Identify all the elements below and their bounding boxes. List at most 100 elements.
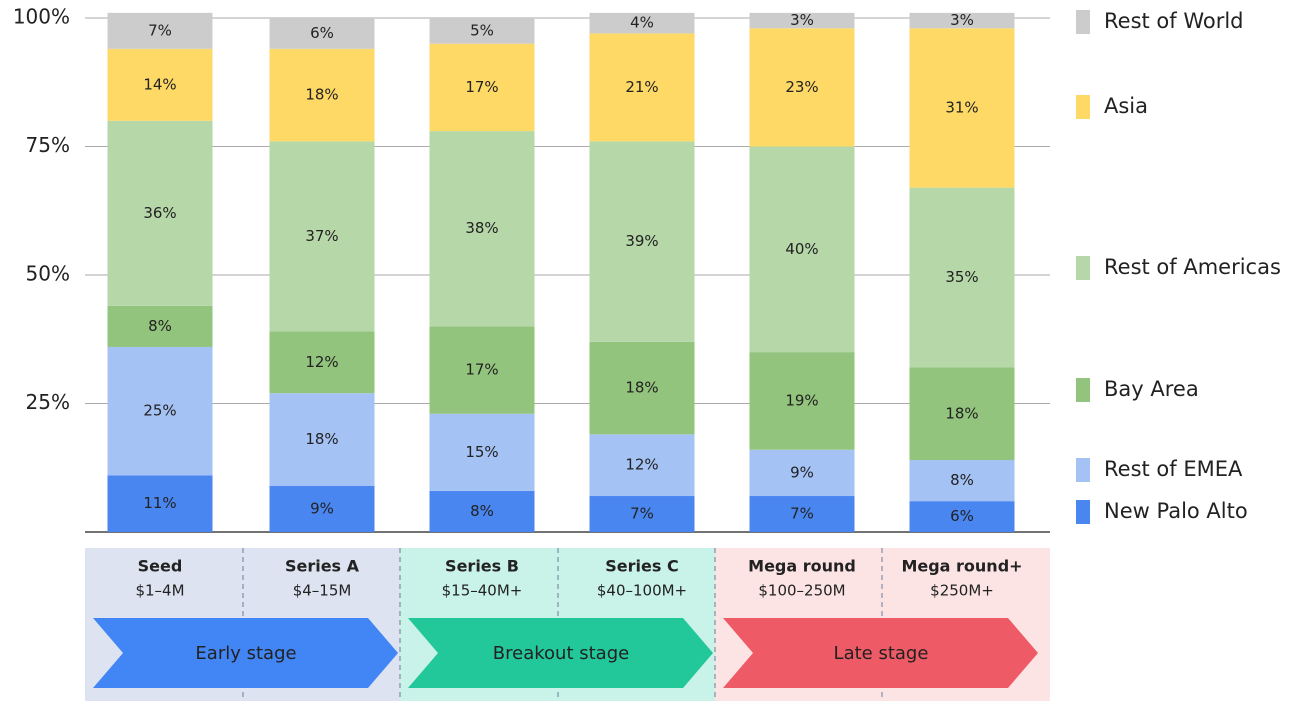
bar-segment [749, 449, 855, 497]
bar-segment [429, 413, 535, 491]
data-label: 25% [143, 402, 176, 420]
data-label: 19% [785, 391, 818, 409]
bar-segment [589, 33, 695, 142]
data-label: 7% [148, 21, 172, 39]
bar-segment [909, 187, 1015, 368]
bar-segment [269, 48, 375, 142]
category-label: Seed [138, 557, 183, 576]
legend-label: Rest of EMEA [1104, 457, 1243, 481]
data-label: 5% [470, 21, 494, 39]
y-tick-label: 100% [13, 5, 70, 29]
data-label: 38% [465, 219, 498, 237]
category-label: Mega round+ [901, 557, 1022, 576]
bar-segment [429, 18, 535, 44]
late-arrow [723, 618, 1038, 688]
category-label: Series B [445, 557, 519, 576]
bar-segment [909, 501, 1015, 532]
data-label: 17% [465, 78, 498, 96]
bar-segment [269, 485, 375, 532]
stage-label: Breakout stage [493, 643, 629, 664]
bar-segment [107, 305, 213, 347]
bar-segment [107, 12, 213, 49]
legend-swatch [1076, 378, 1090, 402]
early-arrow [93, 618, 398, 688]
bar-segment [749, 146, 855, 353]
bar-segment [429, 131, 535, 327]
bar-segment [909, 28, 1015, 188]
bar-segment [269, 141, 375, 332]
data-label: 18% [305, 430, 338, 448]
bar-segment [269, 331, 375, 394]
legend-swatch [1076, 256, 1090, 280]
bar-segment [589, 12, 695, 34]
category-range: $250M+ [930, 582, 994, 600]
data-label: 21% [625, 78, 658, 96]
data-label: 9% [310, 499, 334, 517]
bar-segment [269, 18, 375, 49]
bar-segment [269, 393, 375, 486]
data-label: 37% [305, 227, 338, 245]
data-label: 6% [310, 24, 334, 42]
stage-label: Late stage [834, 643, 929, 664]
bar-segment [589, 434, 695, 497]
data-label: 6% [950, 507, 974, 525]
bar-segment [429, 43, 535, 132]
y-tick-label: 25% [26, 390, 70, 414]
data-label: 18% [625, 379, 658, 397]
data-label: 8% [470, 502, 494, 520]
bar-segment [107, 346, 213, 476]
bar-segment [749, 28, 855, 147]
legend-swatch [1076, 500, 1090, 524]
data-label: 18% [945, 404, 978, 422]
bar-segment [429, 490, 535, 532]
data-label: 7% [790, 505, 814, 523]
data-label: 3% [950, 11, 974, 29]
bar-segment [749, 352, 855, 450]
category-range: $100–250M [758, 582, 845, 600]
legend-label: Rest of Americas [1104, 255, 1281, 279]
category-range: $15–40M+ [442, 582, 523, 600]
data-label: 8% [148, 317, 172, 335]
data-label: 18% [305, 86, 338, 104]
bar-segment [107, 120, 213, 306]
legend-label: Asia [1104, 94, 1148, 118]
legend-swatch [1076, 10, 1090, 34]
category-label: Series C [605, 557, 678, 576]
data-label: 15% [465, 443, 498, 461]
bar-segment [589, 341, 695, 435]
data-label: 4% [630, 14, 654, 32]
category-range: $40–100M+ [597, 582, 687, 600]
category-label: Series A [285, 557, 360, 576]
data-label: 3% [790, 11, 814, 29]
data-label: 39% [625, 232, 658, 250]
legend-label: New Palo Alto [1104, 499, 1248, 523]
bar-segment [589, 141, 695, 342]
bar-segment [749, 496, 855, 532]
bar-segment [429, 326, 535, 414]
bar-segment [909, 460, 1015, 502]
bar-segment [107, 475, 213, 532]
y-tick-label: 75% [26, 133, 70, 157]
legend-swatch [1076, 458, 1090, 482]
category-label: Mega round [748, 557, 856, 576]
bar-segment [909, 12, 1015, 29]
legend-label: Rest of World [1104, 9, 1244, 33]
stage-label: Early stage [195, 643, 296, 664]
data-label: 11% [143, 494, 176, 512]
data-label: 9% [790, 463, 814, 481]
category-range: $1–4M [135, 582, 184, 600]
data-label: 12% [305, 353, 338, 371]
category-range: $4–15M [293, 582, 352, 600]
data-label: 7% [630, 505, 654, 523]
data-label: 8% [950, 471, 974, 489]
y-tick-label: 50% [26, 262, 70, 286]
data-label: 36% [143, 204, 176, 222]
legend-label: Bay Area [1104, 377, 1199, 401]
data-label: 31% [945, 98, 978, 116]
breakout-arrow [408, 618, 713, 688]
data-label: 14% [143, 75, 176, 93]
data-label: 23% [785, 78, 818, 96]
legend-swatch [1076, 95, 1090, 119]
data-label: 12% [625, 456, 658, 474]
